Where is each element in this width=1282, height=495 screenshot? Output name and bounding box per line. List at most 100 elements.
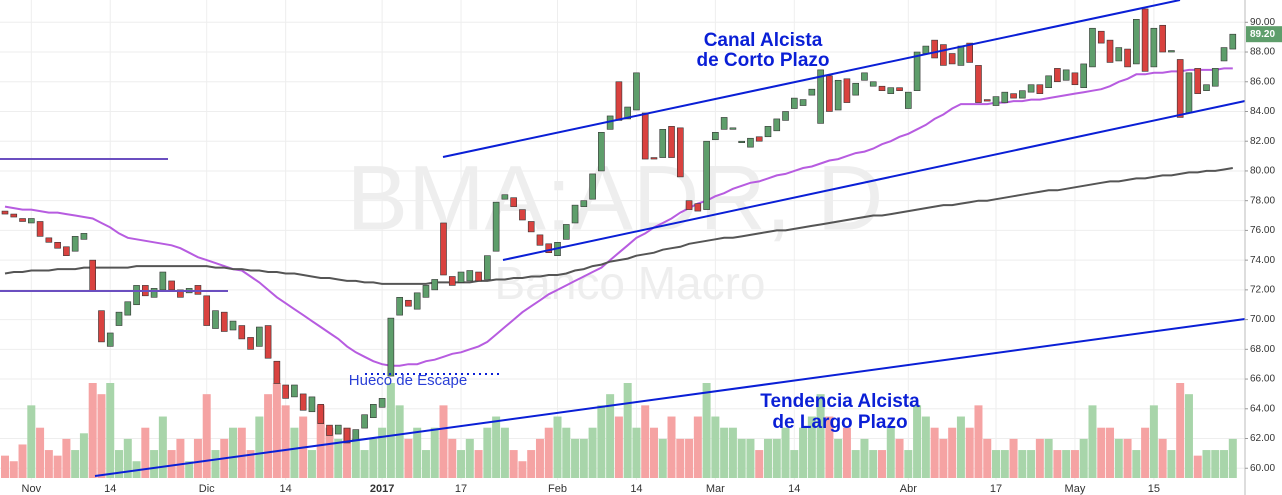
candle-body [492, 201, 500, 252]
candle-body [343, 427, 351, 444]
candle-body [1211, 68, 1219, 87]
volume-bar [606, 394, 615, 478]
volume-bar [702, 383, 711, 478]
volume-bar [378, 427, 387, 478]
volume-bar [1044, 438, 1053, 478]
volume-bar [1149, 405, 1158, 478]
candle-body [98, 310, 105, 343]
candle-body [1203, 84, 1210, 91]
x-tick-label: 17 [455, 483, 467, 495]
volume-bar [421, 450, 430, 478]
y-tick-label: 70.00 [1250, 314, 1275, 325]
volume-bar [1106, 427, 1115, 478]
candle-body [89, 259, 96, 292]
candle-body [834, 79, 842, 111]
x-tick-label: 17 [990, 483, 1002, 495]
candle-body [317, 404, 325, 424]
candle-body [913, 51, 921, 91]
candle-body [457, 271, 465, 283]
axis: 60.00 62.00 64.00 66.00 68.00 70.00 72.00 74.00… [22, 17, 1282, 495]
x-tick-label: Mar [706, 483, 725, 495]
candle-body [431, 279, 439, 291]
candle-body [1133, 19, 1140, 65]
candle-body [326, 424, 333, 436]
volume-bar [1079, 438, 1088, 478]
candle-body [361, 414, 368, 429]
candle-body [194, 285, 202, 295]
last-price-box [1246, 26, 1282, 43]
candle-body [247, 337, 254, 350]
volume-bar [457, 450, 466, 478]
volume-bar [851, 450, 860, 478]
volume-bar [9, 461, 18, 478]
candle-body [589, 173, 596, 200]
volume-bar [1088, 405, 1097, 478]
volume-bar [255, 416, 264, 478]
volume-bar [465, 438, 474, 478]
candle-body [1176, 59, 1184, 118]
volume-bar [913, 405, 922, 478]
y-tick-label: 74.00 [1250, 255, 1275, 266]
volume-bar [728, 427, 737, 478]
volume-bar [386, 383, 395, 478]
candle-body [562, 224, 570, 240]
candle-body [633, 72, 640, 111]
volume-bar [343, 427, 352, 478]
volume-bar [1000, 450, 1009, 478]
candle-body [133, 285, 140, 306]
candle-body [422, 285, 430, 298]
candle-body [790, 97, 798, 109]
volume-layer [1, 383, 1237, 478]
volume-bar [1018, 450, 1027, 478]
volume-bar [948, 427, 957, 478]
channel-top [442, 0, 1181, 158]
y-tick-label: 76.00 [1250, 225, 1275, 236]
x-tick-label: Nov [22, 483, 42, 495]
candle-body [334, 424, 342, 435]
volume-bar [685, 438, 694, 478]
candle-body [694, 203, 702, 212]
candle-body [484, 255, 491, 280]
candle-body [10, 213, 18, 218]
x-tick-label: 15 [1148, 483, 1160, 495]
volume-bar [1193, 455, 1202, 478]
channel-bottom [502, 100, 1246, 261]
volume-bar [115, 450, 124, 478]
y-tick-label: 80.00 [1250, 166, 1275, 177]
volume-bar [816, 394, 825, 478]
candle-body [229, 320, 237, 331]
volume-bar [79, 433, 88, 478]
candle-body [571, 204, 579, 224]
volume-bar [755, 450, 764, 478]
y-tick-label: 86.00 [1250, 76, 1275, 87]
volume-bar [860, 438, 869, 478]
volume-bar [360, 450, 369, 478]
volume-bar [1220, 450, 1229, 478]
volume-bar [448, 438, 457, 478]
volume-bar [439, 405, 448, 478]
volume-bar [1062, 450, 1071, 478]
candle-body [729, 127, 737, 130]
volume-bar [1176, 383, 1185, 478]
candle-body [440, 222, 447, 276]
volume-bar [167, 450, 176, 478]
candle-body [1220, 47, 1228, 62]
candle-body [826, 75, 833, 112]
candle-body [36, 221, 44, 237]
candle-body [1001, 91, 1009, 103]
candle-body [536, 234, 544, 246]
volume-bar [579, 438, 588, 478]
axis-panel [1245, 0, 1282, 495]
volume-bar [1158, 438, 1167, 478]
candle-body [1229, 33, 1237, 50]
volume-bar [553, 416, 562, 478]
volume-bar [150, 450, 159, 478]
volume-bar [737, 438, 746, 478]
volume-bar [895, 438, 904, 478]
volume-bar [939, 438, 948, 478]
candle-body [738, 140, 745, 144]
candle-body [843, 78, 851, 103]
candle-body [19, 218, 26, 222]
candle-body [405, 299, 412, 307]
